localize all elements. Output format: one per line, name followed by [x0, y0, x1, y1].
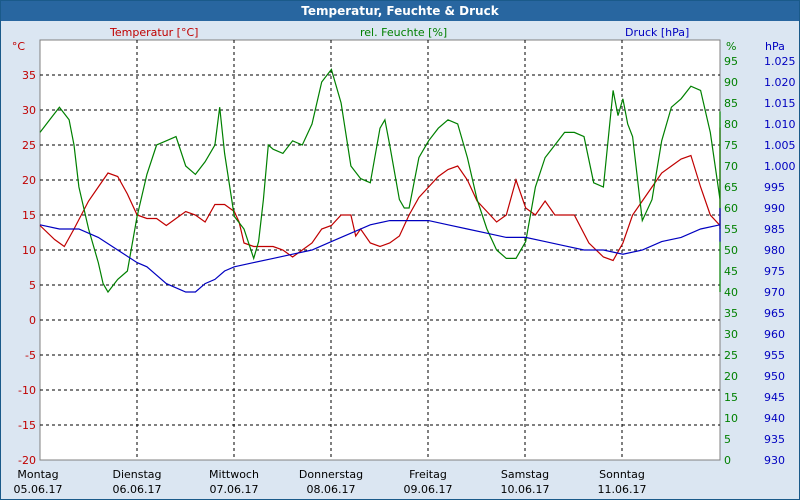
humidity-tick-label: 75 — [724, 139, 738, 152]
humidity-tick-label: 95 — [724, 55, 738, 68]
humidity-tick-label: 45 — [724, 265, 738, 278]
pressure-tick-label: 935 — [764, 433, 785, 446]
humidity-axis-label: rel. Feuchte [%] — [360, 26, 447, 39]
pressure-tick-label: 1.025 — [764, 55, 796, 68]
pressure-tick-label: 970 — [764, 286, 785, 299]
temperature-tick-label: 0 — [29, 314, 36, 327]
x-tick-date: 08.06.17 — [307, 483, 356, 496]
humidity-tick-label: 90 — [724, 76, 738, 89]
humidity-tick-label: 50 — [724, 244, 738, 257]
humidity-tick-label: 35 — [724, 307, 738, 320]
humidity-tick-label: 10 — [724, 412, 738, 425]
pressure-tick-label: 1.005 — [764, 139, 796, 152]
pressure-tick-label: 955 — [764, 349, 785, 362]
x-tick-date: 05.06.17 — [14, 483, 63, 496]
temperature-axis-label: Temperatur [°C] — [109, 26, 198, 39]
x-tick-date: 10.06.17 — [501, 483, 550, 496]
window-title: Temperatur, Feuchte & Druck — [1, 1, 799, 21]
humidity-tick-label: 40 — [724, 286, 738, 299]
x-tick-date: 06.06.17 — [113, 483, 162, 496]
pressure-tick-label: 985 — [764, 223, 785, 236]
pressure-tick-label: 1.020 — [764, 76, 796, 89]
temperature-tick-label: -15 — [18, 419, 36, 432]
pressure-tick-label: 975 — [764, 265, 785, 278]
series-line-humidity — [39, 68, 721, 294]
pressure-unit-label: hPa — [765, 40, 785, 53]
temperature-tick-label: -10 — [18, 384, 36, 397]
x-tick-weekday: Dienstag — [112, 468, 161, 481]
pressure-tick-label: 980 — [764, 244, 785, 257]
pressure-tick-label: 1.000 — [764, 160, 796, 173]
pressure-tick-label: 965 — [764, 307, 785, 320]
x-tick-date: 11.06.17 — [598, 483, 647, 496]
temperature-tick-label: -20 — [18, 454, 36, 467]
pressure-tick-label: 945 — [764, 391, 785, 404]
temperature-tick-label: 15 — [22, 209, 36, 222]
x-tick-weekday: Freitag — [409, 468, 447, 481]
pressure-tick-label: 960 — [764, 328, 785, 341]
temperature-tick-label: 10 — [22, 244, 36, 257]
humidity-tick-label: 30 — [724, 328, 738, 341]
x-tick-date: 09.06.17 — [404, 483, 453, 496]
temperature-tick-label: 5 — [29, 279, 36, 292]
humidity-tick-label: 0 — [724, 454, 731, 467]
pressure-tick-label: 940 — [764, 412, 785, 425]
temperature-tick-label: 35 — [22, 69, 36, 82]
pressure-tick-label: 990 — [764, 202, 785, 215]
temperature-unit-label: °C — [12, 40, 26, 53]
humidity-tick-label: 25 — [724, 349, 738, 362]
pressure-axis-label: Druck [hPa] — [625, 26, 689, 39]
x-tick-weekday: Montag — [17, 468, 58, 481]
pressure-tick-label: 995 — [764, 181, 785, 194]
pressure-tick-label: 1.010 — [764, 118, 796, 131]
pressure-tick-labels: 1.025 1.020 1.015 1.010 1.005 1.000 995 990 985 9… — [764, 55, 796, 467]
pressure-tick-label: 950 — [764, 370, 785, 383]
temperature-tick-label: -5 — [25, 349, 36, 362]
pressure-tick-label: 1.015 — [764, 97, 796, 110]
humidity-tick-label: 80 — [724, 118, 738, 131]
humidity-tick-label: 85 — [724, 97, 738, 110]
humidity-tick-label: 70 — [724, 160, 738, 173]
temperature-tick-label: 20 — [22, 174, 36, 187]
temperature-tick-labels: 35 30 25 20 15 10 5 0 -5 -10 -15 -20 — [18, 69, 36, 467]
temperature-tick-label: 30 — [22, 104, 36, 117]
series-line-pressure — [39, 208, 721, 293]
series-layer — [39, 68, 721, 294]
x-tick-labels: Montag 05.06.17 Dienstag 06.06.17 Mittwoch 07… — [14, 468, 647, 496]
x-tick-weekday: Donnerstag — [299, 468, 363, 481]
x-tick-weekday: Samstag — [501, 468, 549, 481]
humidity-tick-label: 20 — [724, 370, 738, 383]
pressure-tick-label: 930 — [764, 454, 785, 467]
humidity-tick-label: 5 — [724, 433, 731, 446]
x-tick-weekday: Mittwoch — [209, 468, 259, 481]
humidity-unit-label: % — [726, 40, 736, 53]
grid-lines — [40, 40, 720, 460]
humidity-tick-label: 55 — [724, 223, 738, 236]
humidity-tick-label: 65 — [724, 181, 738, 194]
humidity-tick-label: 60 — [724, 202, 738, 215]
x-tick-weekday: Sonntag — [599, 468, 645, 481]
temperature-tick-label: 25 — [22, 139, 36, 152]
humidity-tick-label: 15 — [724, 391, 738, 404]
x-tick-date: 07.06.17 — [210, 483, 259, 496]
